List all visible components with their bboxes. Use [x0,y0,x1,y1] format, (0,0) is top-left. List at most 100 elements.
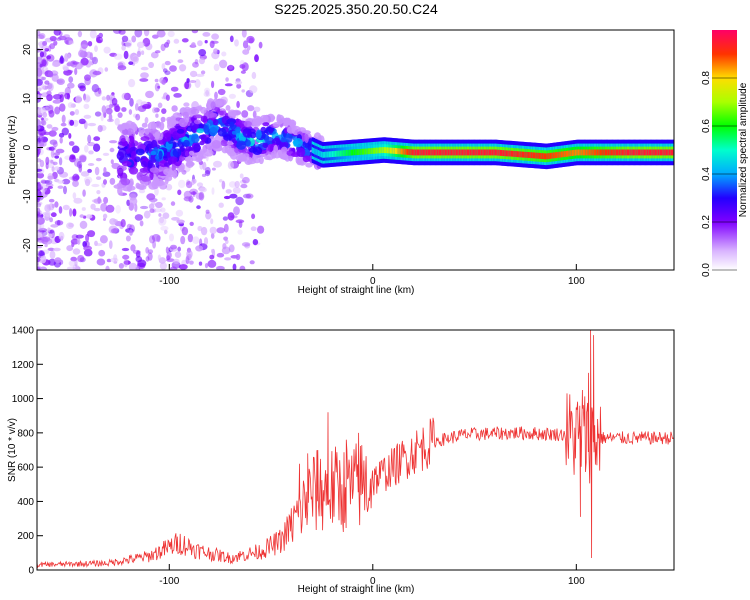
spectrogram-noise-cell [198,261,203,266]
spectrogram-cell [149,167,160,173]
spectrogram-noise-cell [40,58,49,68]
spectrogram-noise-cell [87,230,96,238]
spectrogram-ridge-cell [612,149,615,156]
spectrogram-ridge-cell [624,149,627,156]
spectrogram-noise-cell [242,193,252,199]
spectrogram-ridge-cell [425,149,428,156]
spectrogram-noise-cell [118,263,124,269]
spectrogram-ridge-cell [355,149,358,156]
spectrogram-noise-cell [40,255,47,264]
spectrogram-noise-cell [128,262,138,270]
spectrogram-cell [154,155,159,160]
spectrogram-noise-cell [97,125,103,133]
spectrogram-noise-cell [178,49,182,54]
spectrogram-ridge-cell [602,149,605,156]
spectrogram-ridge-cell [540,153,543,159]
spectrogram-ridge-cell [629,149,632,156]
spectrogram-noise-cell [37,125,41,130]
spectrogram-ridge-cell [331,151,334,158]
spectrogram-noise-cell [154,78,159,83]
spectrogram-noise-cell [87,134,92,144]
spectrogram-noise-cell [247,105,255,112]
spectrogram-noise-cell [66,222,74,229]
spectrogram-noise-cell [100,203,108,212]
spectrogram-ridge-cell [377,147,380,154]
spectrogram-noise-cell [229,35,234,43]
spectrogram-ridge-cell [415,149,418,156]
spectrogram-cell [163,168,174,176]
spectrogram-ridge-cell [551,152,554,159]
spectrogram-ridge-cell [548,153,551,159]
spectrogram-ridge-cell [440,149,442,156]
spectrogram-noise-cell [172,258,180,265]
spectrogram-noise-cell [95,157,102,162]
spectrogram-noise-cell [58,157,63,166]
spectrogram-noise-cell [37,158,42,163]
spectrogram-ridge-cell [403,148,406,155]
spectrogram-ridge-cell [485,149,488,156]
spectrogram-noise-cell [120,219,126,228]
spectrogram-noise-cell [83,176,93,184]
spectrogram-ridge-cell [470,149,473,156]
spectrogram-noise-cell [40,117,44,121]
spectrogram-noise-cell [83,245,92,251]
spectrogram-noise-cell [72,192,77,200]
spectrogram-cell [127,185,136,191]
spectrogram-ridge-cell [450,149,453,156]
spectrogram-noise-cell [189,70,198,78]
spectrogram-noise-cell [37,226,45,231]
spectrogram-noise-cell [39,141,44,149]
spectrogram-noise-cell [140,66,149,71]
spectrogram-noise-cell [37,192,41,199]
spectrogram-noise-cell [129,197,138,206]
spectrogram-ridge-cell [443,149,446,156]
spectrogram-noise-cell [93,198,103,205]
spectrogram-ridge-cell [536,152,539,159]
colorbar-tick-label: 0.8 [701,71,712,85]
spectrogram-noise-cell [38,228,48,233]
spectrogram-ridge-cell [575,149,578,156]
spectrogram-ridge-cell [342,150,345,157]
spectrogram-noise-cell [48,258,57,266]
spectrogram-noise-cell [164,60,171,66]
spectrogram-noise-cell [98,32,103,39]
spectrogram-ridge-cell [514,151,517,157]
spectrogram-ridge-cell [642,149,645,156]
spectrogram-noise-cell [88,56,97,63]
spectrogram-ridge-cell [592,149,595,156]
spectrogram-ridge-cell [388,147,391,154]
spectrogram-ridge-cell [315,148,318,155]
spectrogram-ridge-cell [336,150,339,157]
spectrogram-noise-cell [80,57,89,66]
spectrogram-noise-cell [65,40,69,45]
spectrogram-ridge-cell [577,149,580,156]
spectrogram-noise-cell [51,61,61,68]
spectrogram-cell [180,162,185,172]
spectrogram-ridge-cell [571,150,574,156]
spectrogram-ridge-cell [387,147,390,154]
spectrogram-noise-cell [138,189,146,194]
spectrogram-ridge-cell [480,149,483,156]
spectrogram-ridge-cell [615,149,618,156]
spectrogram-cell [178,156,186,161]
spectrogram-cell [151,121,157,130]
spectrogram-noise-cell [123,258,129,268]
spectrogram-ridge-cell [542,153,545,160]
spectrogram-ridge-cell [461,149,464,156]
spectrogram-ridge-cell [410,149,413,156]
spectrogram-ridge-cell [330,151,333,158]
spectrogram-noise-cell [128,109,133,115]
spectrogram-ridge-cell [349,149,352,156]
spectrogram-cell [141,122,148,128]
spectrogram-noise-cell [69,111,75,116]
spectrogram-noise-cell [44,179,53,185]
spectrogram-noise-cell [157,102,163,109]
spectrogram-noise-cell [145,90,154,99]
spectrogram-cell [278,139,289,150]
spectrogram-noise-cell [38,250,45,257]
spectrogram-noise-cell [68,133,72,139]
spectrogram-noise-cell [117,65,127,71]
spectrogram-noise-cell [59,56,65,65]
spectrogram-noise-cell [135,266,140,270]
spectrogram-noise-cell [39,159,45,168]
